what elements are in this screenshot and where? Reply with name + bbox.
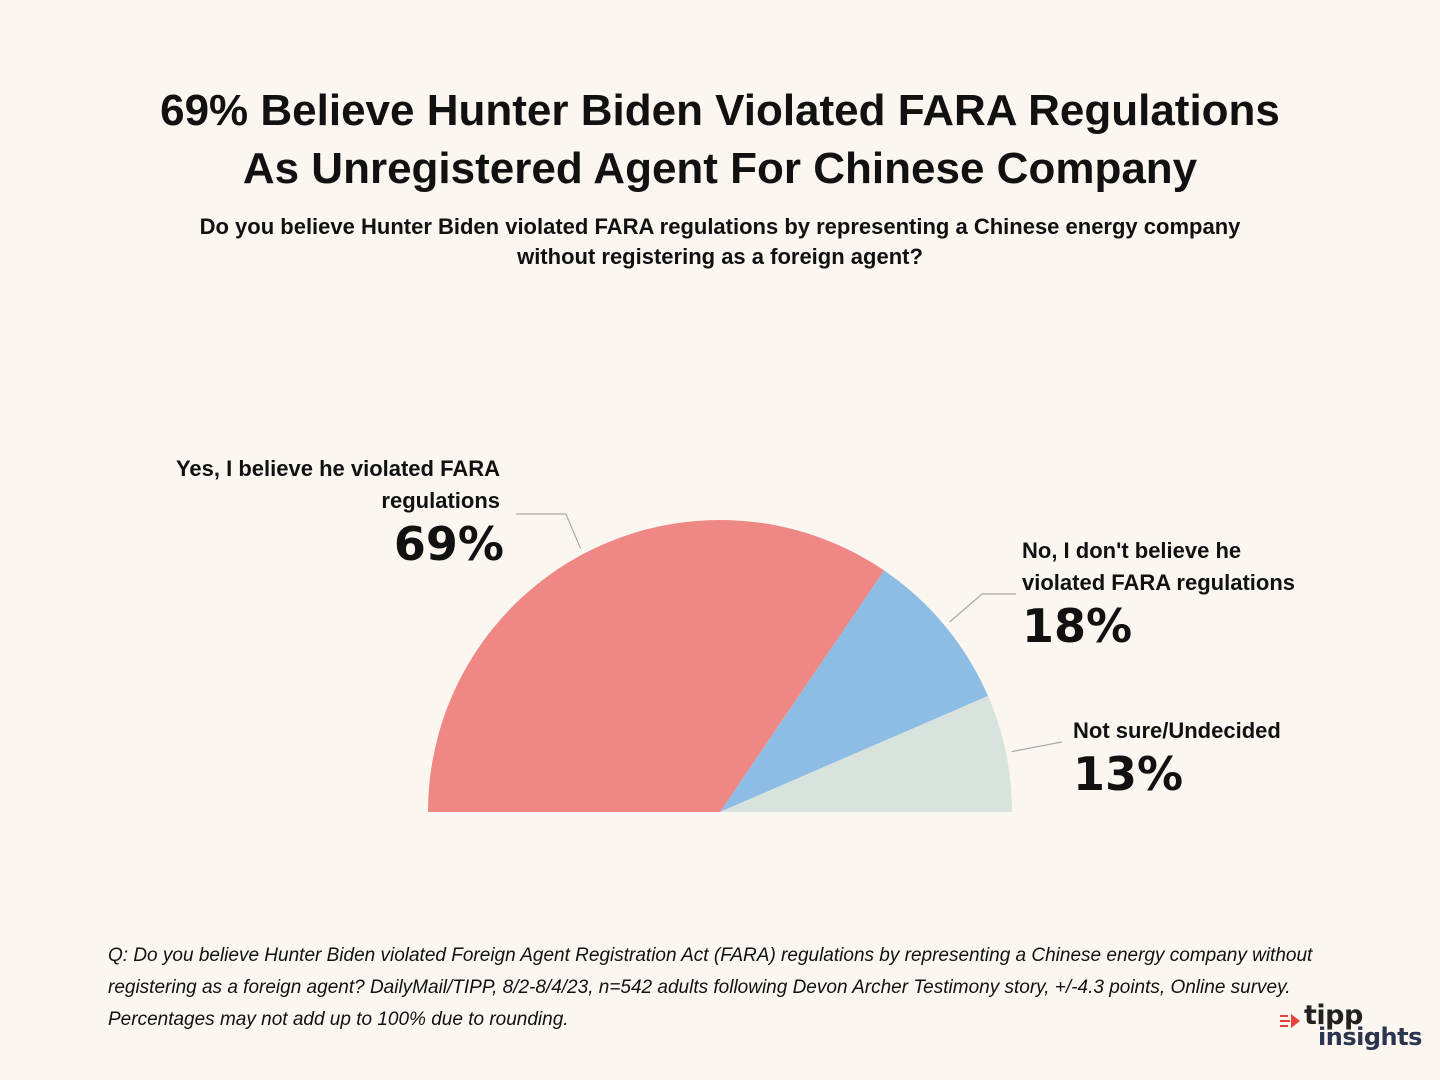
leader-line-3 (1011, 741, 1063, 753)
slice-label-2-line1: No, I don't believe he (1022, 538, 1241, 563)
chart-title: 69% Believe Hunter Biden Violated FARA R… (0, 82, 1440, 198)
chart-subtitle: Do you believe Hunter Biden violated FAR… (120, 212, 1320, 272)
chart-title-line1: 69% Believe Hunter Biden Violated FARA R… (160, 86, 1280, 135)
pie-slice-1 (428, 519, 885, 812)
slice-label-3-line1: Not sure/Undecided (1073, 718, 1281, 743)
chart-subtitle-line1: Do you believe Hunter Biden violated FAR… (199, 214, 1241, 239)
pie-slice-3 (720, 696, 1012, 812)
logo-arrow-icon (1280, 1014, 1300, 1028)
slice-label-1-line1: Yes, I believe he violated FARA (176, 456, 500, 481)
slice-label-1-line2: regulations (381, 488, 500, 513)
slice-value-label-1: 69% (394, 517, 504, 571)
slice-label-2-line2: violated FARA regulations (1022, 570, 1295, 595)
tipp-insights-logo: tipp insights (1276, 1000, 1426, 1056)
logo-text-insights: insights (1318, 1023, 1422, 1051)
leader-line-2 (949, 593, 1016, 623)
pie-slice-2 (720, 570, 988, 812)
leader-line-1 (516, 513, 582, 549)
chart-subtitle-line2: without registering as a foreign agent? (517, 244, 923, 269)
logo-text-tipp: tipp (1304, 1000, 1363, 1031)
chart-title-line2: As Unregistered Agent For Chinese Compan… (242, 144, 1198, 193)
slice-value-label-3: 13% (1073, 747, 1183, 801)
slice-value-label-2: 18% (1022, 599, 1132, 653)
footnote: Q: Do you believe Hunter Biden violated … (108, 945, 1313, 1030)
